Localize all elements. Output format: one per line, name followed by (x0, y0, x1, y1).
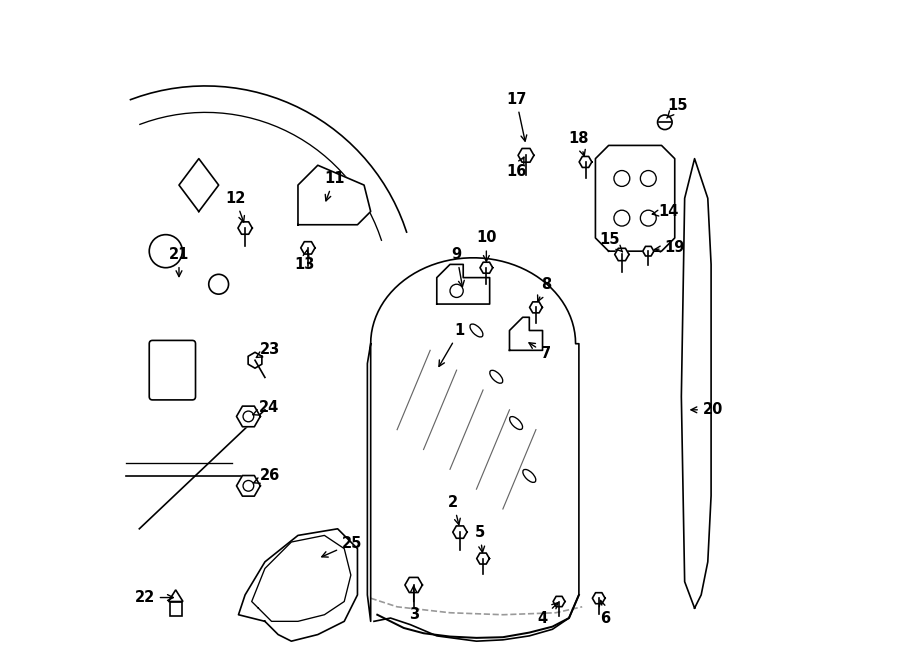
Polygon shape (237, 406, 260, 427)
Circle shape (658, 115, 672, 130)
Text: 21: 21 (169, 247, 189, 276)
Text: 2: 2 (448, 495, 460, 525)
Text: 8: 8 (537, 277, 551, 301)
Polygon shape (518, 149, 534, 162)
Polygon shape (405, 578, 422, 592)
Text: 25: 25 (322, 536, 363, 557)
Polygon shape (509, 317, 543, 350)
Text: 24: 24 (253, 401, 279, 415)
Polygon shape (168, 590, 183, 602)
Polygon shape (615, 249, 629, 260)
Polygon shape (298, 165, 371, 225)
Text: 15: 15 (599, 232, 623, 252)
Text: 13: 13 (294, 250, 315, 272)
Polygon shape (554, 596, 565, 607)
Polygon shape (237, 475, 260, 496)
Text: 1: 1 (439, 323, 465, 366)
Text: 18: 18 (569, 132, 590, 156)
Polygon shape (238, 222, 252, 234)
Polygon shape (170, 602, 182, 616)
Text: 22: 22 (134, 590, 174, 605)
Text: 17: 17 (506, 92, 526, 141)
Polygon shape (529, 302, 543, 313)
Text: 9: 9 (452, 247, 464, 287)
Text: 19: 19 (654, 241, 685, 255)
Text: 7: 7 (529, 343, 551, 361)
Polygon shape (592, 593, 605, 603)
Polygon shape (453, 526, 467, 538)
Text: 26: 26 (254, 469, 280, 483)
Text: 12: 12 (225, 191, 246, 222)
Polygon shape (580, 157, 592, 167)
Text: 20: 20 (691, 403, 724, 417)
Polygon shape (681, 159, 711, 608)
Text: 10: 10 (476, 231, 497, 261)
Polygon shape (248, 352, 262, 368)
Polygon shape (301, 242, 315, 254)
Text: 23: 23 (256, 342, 280, 358)
Text: 14: 14 (652, 204, 679, 219)
Polygon shape (436, 264, 490, 304)
Text: 3: 3 (409, 586, 419, 622)
Text: 11: 11 (324, 171, 345, 201)
Text: 6: 6 (599, 600, 610, 625)
Polygon shape (596, 145, 675, 251)
Polygon shape (643, 247, 654, 256)
Polygon shape (477, 553, 490, 564)
Text: 5: 5 (474, 525, 485, 553)
Text: 15: 15 (667, 98, 688, 118)
Polygon shape (480, 262, 492, 273)
Text: 4: 4 (537, 603, 558, 625)
Text: 16: 16 (506, 157, 526, 179)
